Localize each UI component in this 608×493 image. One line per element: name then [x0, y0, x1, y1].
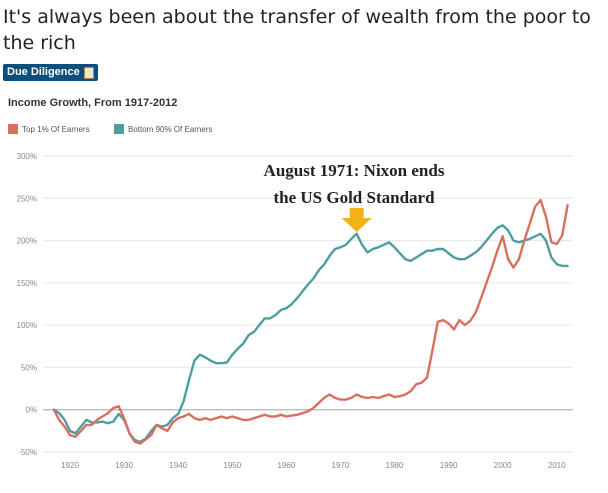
y-axis-ticks: -50% 0% 50% 100% 150% 200% 250% 300%: [17, 152, 37, 457]
y-tick-label: 150%: [17, 279, 37, 288]
flair-label: Due Diligence: [7, 66, 80, 78]
annotation-line-2: the US Gold Standard: [273, 188, 435, 207]
chart-legend: Top 1% Of Earners Bottom 90% Of Earners: [8, 124, 212, 134]
x-tick-label: 1920: [61, 461, 79, 470]
legend-swatch-bottom90: [114, 124, 124, 134]
y-tick-label: 200%: [17, 237, 37, 246]
y-tick-label: 250%: [17, 194, 37, 203]
y-tick-label: 0%: [25, 406, 37, 415]
series-line-top1: [52, 198, 569, 445]
scroll-icon: [83, 66, 94, 79]
flair-badge[interactable]: Due Diligence: [3, 64, 98, 81]
annotation-line-1: August 1971: Nixon ends: [264, 161, 445, 180]
x-tick-label: 2000: [494, 461, 512, 470]
x-tick-label: 1970: [332, 461, 350, 470]
x-tick-label: 1990: [440, 461, 458, 470]
legend-swatch-top1: [8, 124, 18, 134]
post-title[interactable]: It's always been about the transfer of w…: [3, 6, 591, 54]
x-tick-label: 1980: [386, 461, 404, 470]
x-tick-label: 1940: [169, 461, 187, 470]
chart-title: Income Growth, From 1917-2012: [8, 97, 177, 109]
x-tick-label: 1930: [115, 461, 133, 470]
x-tick-label: 1950: [223, 461, 241, 470]
annotation: August 1971: Nixon ends the US Gold Stan…: [264, 161, 445, 232]
series-line-bottom90: [52, 224, 569, 444]
x-axis-ticks: 1920 1930 1940 1950 1960 1970 1980 1990 2000 2010: [61, 461, 566, 470]
income-growth-chart: Income Growth, From 1917-2012 Top 1% Of …: [8, 97, 573, 470]
post-image[interactable]: Income Growth, From 1917-2012 Top 1% Of …: [0, 86, 608, 493]
legend-label-top1: Top 1% Of Earners: [22, 125, 90, 134]
gridlines: [43, 155, 573, 453]
down-arrow-icon: [341, 208, 372, 232]
y-tick-label: 50%: [21, 363, 37, 372]
series-lines: [52, 198, 569, 445]
y-tick-label: 300%: [17, 152, 37, 161]
x-tick-label: 1960: [277, 461, 295, 470]
y-tick-label: 100%: [17, 321, 37, 330]
x-tick-label: 2010: [548, 461, 566, 470]
legend-label-bottom90: Bottom 90% Of Earners: [128, 125, 212, 134]
y-tick-label: -50%: [18, 448, 37, 457]
